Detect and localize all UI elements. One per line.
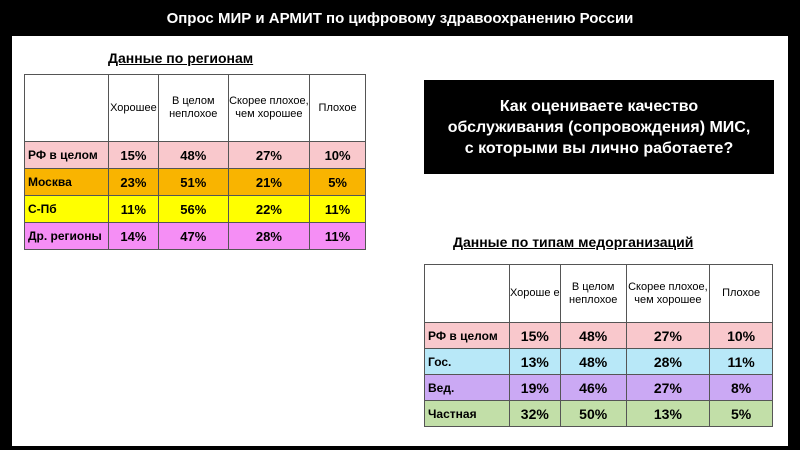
value-cell: 11% [107, 195, 159, 223]
value-cell: 21% [227, 168, 311, 196]
header-cell: Хорошее [107, 74, 159, 142]
value-cell: 22% [227, 195, 311, 223]
header-cell: Плохое [309, 74, 366, 142]
table-row: С-Пб 11% 56% 22% 11% [24, 195, 366, 223]
types-caption: Данные по типам медорганизаций [453, 234, 694, 250]
value-cell: 19% [508, 374, 561, 401]
row-label: Др. регионы [24, 222, 109, 250]
value-cell: 15% [508, 322, 561, 349]
value-cell: 14% [107, 222, 159, 250]
value-cell: 10% [709, 322, 773, 349]
value-cell: 50% [559, 400, 627, 427]
value-cell: 13% [508, 348, 561, 375]
value-cell: 11% [309, 222, 366, 250]
table-row: Москва 23% 51% 21% 5% [24, 168, 366, 196]
value-cell: 28% [227, 222, 311, 250]
table-row: Гос. 13% 48% 28% 11% [424, 348, 773, 375]
value-cell: 15% [107, 141, 159, 169]
value-cell: 10% [309, 141, 366, 169]
value-cell: 13% [625, 400, 711, 427]
table-corner-cell [24, 74, 109, 142]
regions-caption: Данные по регионам [108, 50, 254, 66]
value-cell: 5% [709, 400, 773, 427]
table-row: Вед. 19% 46% 27% 8% [424, 374, 773, 401]
header-cell: Скорее плохое, чем хорошее [227, 74, 311, 142]
value-cell: 8% [709, 374, 773, 401]
row-label: РФ в целом [424, 322, 510, 349]
value-cell: 47% [157, 222, 229, 250]
value-cell: 28% [625, 348, 711, 375]
table-row: Др. регионы 14% 47% 28% 11% [24, 222, 366, 250]
row-label: Вед. [424, 374, 510, 401]
header-cell: Плохое [709, 264, 773, 323]
value-cell: 32% [508, 400, 561, 427]
value-cell: 51% [157, 168, 229, 196]
table-corner-cell [424, 264, 510, 323]
question-box: Как оцениваете качество обслуживания (со… [424, 80, 774, 174]
value-cell: 48% [559, 322, 627, 349]
value-cell: 56% [157, 195, 229, 223]
value-cell: 11% [709, 348, 773, 375]
row-label: Частная [424, 400, 510, 427]
slide-title: Опрос МИР и АРМИТ по цифровому здравоохр… [166, 10, 634, 27]
header-cell: В целом неплохое [559, 264, 627, 323]
value-cell: 27% [625, 374, 711, 401]
value-cell: 48% [157, 141, 229, 169]
question-text: Как оцениваете качество обслуживания (со… [447, 97, 751, 157]
row-label: С-Пб [24, 195, 109, 223]
table-row: Частная 32% 50% 13% 5% [424, 400, 773, 427]
value-cell: 46% [559, 374, 627, 401]
value-cell: 5% [309, 168, 366, 196]
header-cell: В целом неплохое [157, 74, 229, 142]
table-row: РФ в целом 15% 48% 27% 10% [24, 141, 366, 169]
header-cell: Скорее плохое, чем хорошее [625, 264, 711, 323]
value-cell: 27% [227, 141, 311, 169]
table-row: РФ в целом 15% 48% 27% 10% [424, 322, 773, 349]
value-cell: 27% [625, 322, 711, 349]
row-label: РФ в целом [24, 141, 109, 169]
types-table: Хороше е В целом неплохое Скорее плохое,… [424, 264, 773, 427]
value-cell: 11% [309, 195, 366, 223]
row-label: Гос. [424, 348, 510, 375]
value-cell: 23% [107, 168, 159, 196]
regions-table: Хорошее В целом неплохое Скорее плохое, … [24, 74, 366, 250]
row-label: Москва [24, 168, 109, 196]
value-cell: 48% [559, 348, 627, 375]
header-cell: Хороше е [508, 264, 561, 323]
